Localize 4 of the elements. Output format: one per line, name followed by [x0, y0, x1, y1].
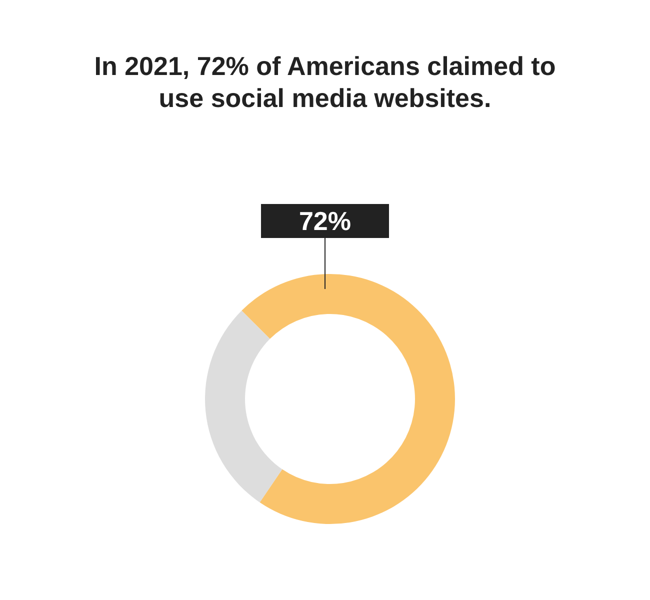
donut-slice: [205, 310, 282, 502]
donut-slice: [242, 274, 455, 524]
data-label: 72%: [298, 206, 352, 236]
chart-title: In 2021, 72% of Americans claimed to use social media websites.: [93, 50, 557, 114]
